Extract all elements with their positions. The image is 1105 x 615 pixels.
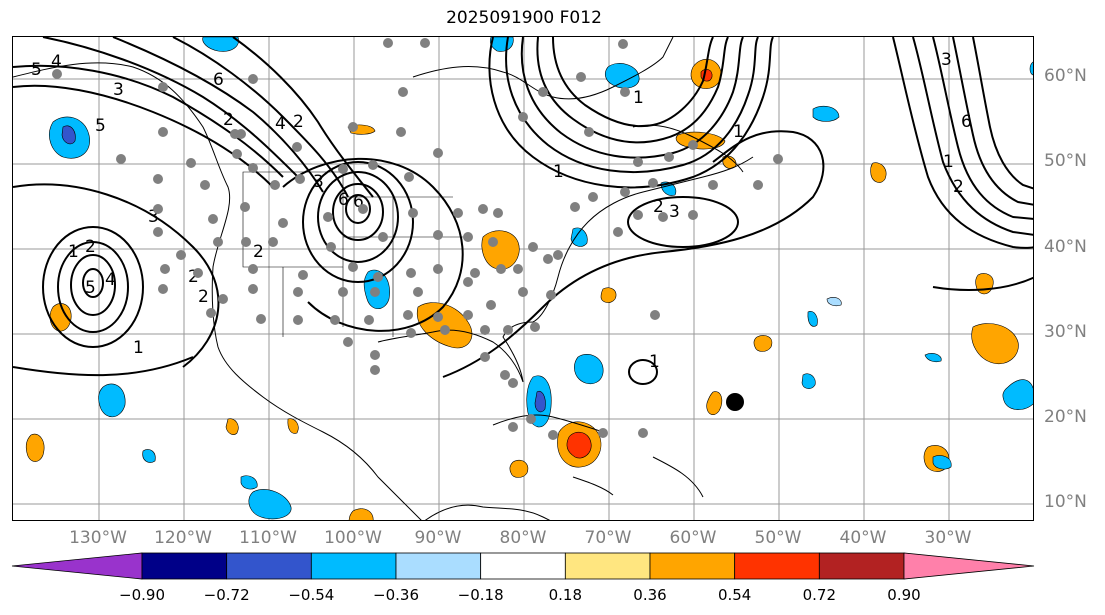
contour-label: 1 xyxy=(633,88,644,108)
contour-label: 5 xyxy=(85,278,96,298)
lat-label: 10°N xyxy=(1044,492,1087,512)
contour-label: 5 xyxy=(31,60,42,80)
contour-label: 1 xyxy=(133,338,144,358)
contour-label: 1 xyxy=(943,152,954,172)
colorbar-tick-label: 0.36 xyxy=(633,586,667,604)
colorbar-cell xyxy=(395,552,482,580)
colorbar-cell xyxy=(564,552,651,580)
contour-label: 6 xyxy=(338,190,349,210)
map-panel: 5 4 3 5 6 2 2 4 3 6 6 3 1 2 5 4 2 2 1 1 … xyxy=(12,36,1034,521)
lat-label: 30°N xyxy=(1044,322,1087,342)
map-title: 2025091900 F012 xyxy=(446,8,602,28)
colorbar-cell xyxy=(649,552,736,580)
lat-label: 60°N xyxy=(1044,66,1087,86)
contour-label: 3 xyxy=(313,172,324,192)
colorbar-extend-max xyxy=(903,552,1035,580)
contour-label: 2 xyxy=(293,112,304,132)
lon-label: 100°W xyxy=(324,528,382,548)
contour-label: 1 xyxy=(733,122,744,142)
lon-label: 30°W xyxy=(924,528,972,548)
colorbar-cell xyxy=(141,552,228,580)
station-marker xyxy=(726,393,744,411)
contour-label: 3 xyxy=(669,202,680,222)
colorbar-tick-label: 0.54 xyxy=(717,586,752,604)
colorbar-tick-label: 0.18 xyxy=(548,586,583,604)
colorbar-cell xyxy=(818,552,905,580)
contour-label: 1 xyxy=(68,242,79,262)
colorbar-tick-label: −0.36 xyxy=(373,586,419,604)
contour-label: 6 xyxy=(353,192,364,212)
contour-label: 1 xyxy=(649,352,660,372)
coastlines xyxy=(13,37,754,520)
contours xyxy=(13,37,1033,385)
lon-label: 90°W xyxy=(414,528,462,548)
lon-label: 60°W xyxy=(669,528,717,548)
contour-labels: 5 4 3 5 6 2 2 4 3 6 6 3 1 2 5 4 2 2 1 1 … xyxy=(31,50,972,372)
lon-label: 50°W xyxy=(754,528,802,548)
lat-label: 40°N xyxy=(1044,237,1087,257)
colorbar-tick-label: −0.18 xyxy=(457,586,504,604)
lon-label: 40°W xyxy=(839,528,887,548)
lat-label: 50°N xyxy=(1044,151,1087,171)
contour-label: 2 xyxy=(223,110,234,130)
contour-label: 3 xyxy=(148,207,159,227)
colorbar-tick-label: 0.90 xyxy=(887,586,921,604)
contour-label: 2 xyxy=(253,242,264,262)
lon-label: 120°W xyxy=(154,528,212,548)
lon-label: 130°W xyxy=(69,528,127,548)
observation-markers xyxy=(52,38,783,440)
colorbar-cell xyxy=(734,552,820,580)
contour-label: 1 xyxy=(553,162,564,182)
contour-label: 4 xyxy=(275,114,286,134)
colorbar-tick-label: −0.54 xyxy=(288,586,335,604)
colorbar-tick-label: −0.90 xyxy=(119,586,165,604)
contour-label: 6 xyxy=(961,112,972,132)
colorbar-extend-min xyxy=(11,552,143,580)
contour-label: 2 xyxy=(85,237,96,257)
contour-label: 5 xyxy=(95,116,106,136)
colorbar-cell xyxy=(226,552,312,580)
map-canvas: 5 4 3 5 6 2 2 4 3 6 6 3 1 2 5 4 2 2 1 1 … xyxy=(13,37,1033,520)
contour-label: 6 xyxy=(213,70,224,90)
colorbar-cell xyxy=(480,552,566,580)
lat-label: 20°N xyxy=(1044,407,1087,427)
contour-label: 2 xyxy=(653,197,664,217)
graticule xyxy=(13,37,1033,520)
contour-label: 2 xyxy=(198,287,209,307)
lon-label: 110°W xyxy=(239,528,297,548)
lon-label: 70°W xyxy=(584,528,632,548)
colorbar-tick-label: −0.72 xyxy=(203,586,250,604)
lon-label: 80°W xyxy=(499,528,547,548)
colorbar-tick-label: 0.72 xyxy=(802,586,837,604)
contour-label: 3 xyxy=(113,80,124,100)
contour-label: 4 xyxy=(51,52,62,72)
contour-label: 2 xyxy=(188,267,199,287)
contour-label: 2 xyxy=(953,177,964,197)
contour-label: 4 xyxy=(105,270,116,290)
colorbar-cell xyxy=(310,552,397,580)
contour-label: 3 xyxy=(941,50,952,70)
colorbar xyxy=(11,552,1035,580)
